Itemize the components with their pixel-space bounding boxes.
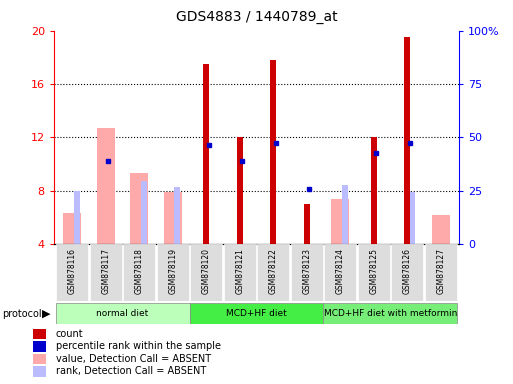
Text: rank, Detection Call = ABSENT: rank, Detection Call = ABSENT <box>55 366 206 376</box>
Text: GSM878124: GSM878124 <box>336 248 345 295</box>
Bar <box>342 185 348 244</box>
FancyBboxPatch shape <box>324 244 357 301</box>
Bar <box>431 215 450 244</box>
Text: MCD+HF diet with metformin: MCD+HF diet with metformin <box>324 309 457 318</box>
FancyBboxPatch shape <box>291 244 323 301</box>
Bar <box>130 173 148 244</box>
Text: count: count <box>55 329 83 339</box>
FancyBboxPatch shape <box>425 244 457 301</box>
Text: GSM878119: GSM878119 <box>168 248 177 295</box>
FancyBboxPatch shape <box>56 244 88 301</box>
Text: GSM878127: GSM878127 <box>436 248 445 295</box>
Bar <box>33 341 46 352</box>
FancyBboxPatch shape <box>224 244 256 301</box>
FancyBboxPatch shape <box>391 244 423 301</box>
Text: value, Detection Call = ABSENT: value, Detection Call = ABSENT <box>55 354 211 364</box>
Text: GSM878123: GSM878123 <box>302 248 311 295</box>
Text: GSM878125: GSM878125 <box>369 248 378 295</box>
Bar <box>404 37 410 244</box>
Text: GSM878122: GSM878122 <box>269 248 278 294</box>
FancyBboxPatch shape <box>55 303 189 324</box>
Bar <box>74 190 80 244</box>
Bar <box>408 192 415 244</box>
Bar <box>203 64 209 244</box>
FancyBboxPatch shape <box>156 244 189 301</box>
FancyBboxPatch shape <box>189 303 324 324</box>
Text: GSM878120: GSM878120 <box>202 248 211 295</box>
Bar <box>33 354 46 364</box>
Text: GSM878117: GSM878117 <box>101 248 110 295</box>
Bar <box>331 199 349 244</box>
FancyBboxPatch shape <box>324 303 458 324</box>
Text: percentile rank within the sample: percentile rank within the sample <box>55 341 221 351</box>
Bar <box>63 213 82 244</box>
Bar <box>33 329 46 339</box>
FancyBboxPatch shape <box>123 244 155 301</box>
Bar <box>304 204 310 244</box>
Text: normal diet: normal diet <box>96 309 149 318</box>
FancyBboxPatch shape <box>257 244 289 301</box>
Text: protocol: protocol <box>3 309 42 319</box>
Text: GSM878121: GSM878121 <box>235 248 244 294</box>
Bar <box>236 137 243 244</box>
Bar <box>371 137 377 244</box>
Bar <box>96 128 115 244</box>
Bar <box>164 192 182 244</box>
Bar <box>141 181 147 244</box>
Bar <box>270 60 277 244</box>
FancyBboxPatch shape <box>190 244 222 301</box>
Text: GSM878116: GSM878116 <box>68 248 77 295</box>
Bar <box>33 366 46 377</box>
Text: MCD+HF diet: MCD+HF diet <box>226 309 287 318</box>
FancyBboxPatch shape <box>358 244 390 301</box>
Text: GSM878118: GSM878118 <box>135 248 144 294</box>
FancyBboxPatch shape <box>90 244 122 301</box>
Text: GDS4883 / 1440789_at: GDS4883 / 1440789_at <box>175 10 338 23</box>
Text: GSM878126: GSM878126 <box>403 248 412 295</box>
Bar <box>174 187 180 244</box>
Text: ▶: ▶ <box>42 309 51 319</box>
